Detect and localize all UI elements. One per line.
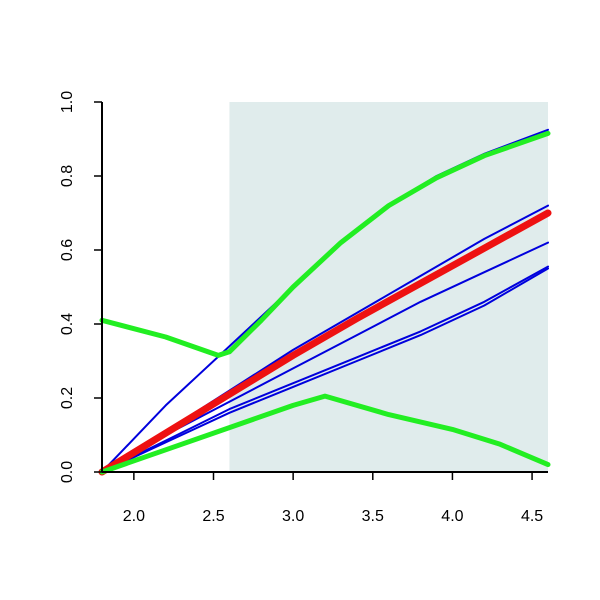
series-line-6 xyxy=(98,209,552,476)
y-tick-label: 0.4 xyxy=(59,313,76,335)
x-tick-label: 4.0 xyxy=(441,508,463,525)
x-tick-label: 3.5 xyxy=(362,508,384,525)
y-tick-label: 1.0 xyxy=(59,91,76,113)
y-tick-label: 0.0 xyxy=(59,461,76,483)
x-tick-label: 4.5 xyxy=(521,508,543,525)
x-tick-label: 2.5 xyxy=(202,508,224,525)
x-tick-label: 3.0 xyxy=(282,508,304,525)
axes-layer: 2.0 2.5 3.0 3.5 4.0 4.5 0.0 0.2 0.4 0.6 0.8 1.0 xyxy=(59,91,548,525)
series-layer xyxy=(98,128,552,476)
y-tick-label: 0.6 xyxy=(59,239,76,261)
x-tick-label: 2.0 xyxy=(123,508,145,525)
series-line-5 xyxy=(101,267,549,473)
y-tick-label: 0.2 xyxy=(59,387,76,409)
series-line-8 xyxy=(99,393,551,475)
series-line-4 xyxy=(101,265,549,473)
series-line-7 xyxy=(99,130,551,358)
y-tick-label: 0.8 xyxy=(59,165,76,187)
